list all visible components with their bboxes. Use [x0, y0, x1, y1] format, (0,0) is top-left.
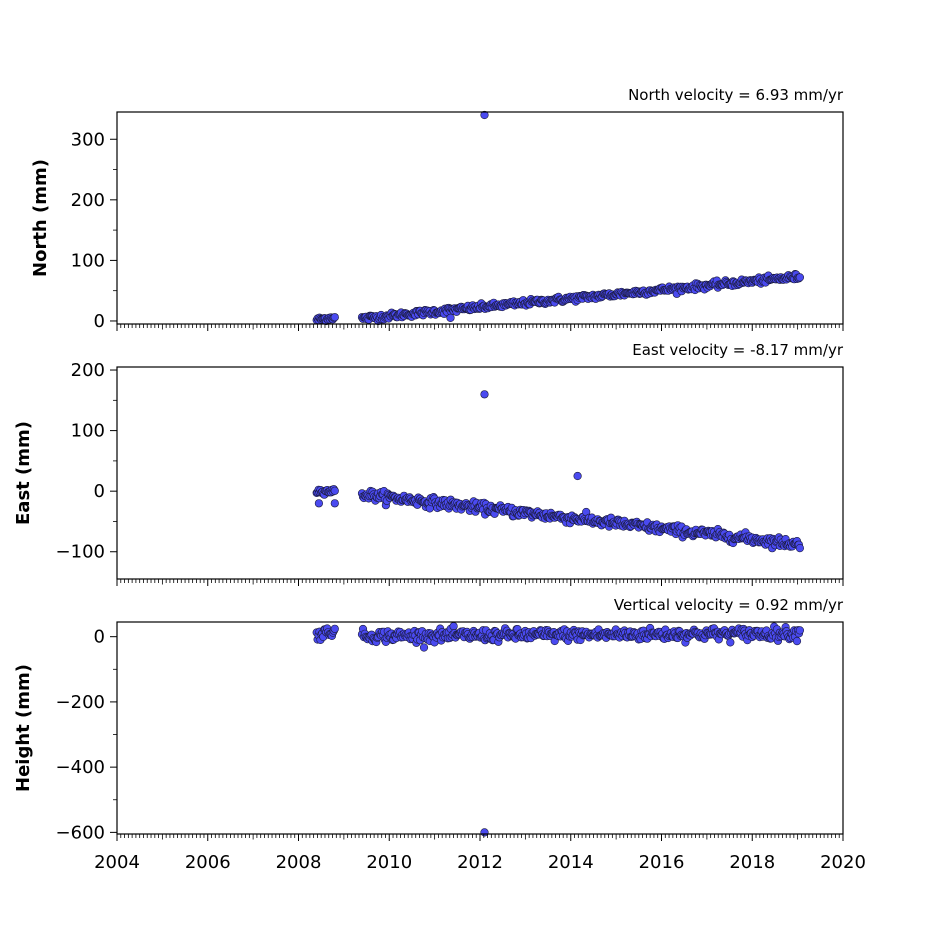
y-tick-label: 200 — [71, 190, 105, 211]
y-tick-label: 0 — [94, 481, 105, 502]
x-tick-label: 2010 — [366, 852, 412, 873]
x-tick-label: 2014 — [548, 852, 594, 873]
outlier-point — [330, 499, 339, 508]
data-points — [312, 110, 805, 326]
y-tick-label: 100 — [71, 421, 105, 442]
y-tick-label: 300 — [71, 129, 105, 150]
data-point — [795, 273, 805, 282]
subplot-3: Vertical velocity = 0.92 mm/yr Height (mm… — [13, 596, 866, 873]
outlier-point — [480, 390, 489, 399]
data-points — [312, 622, 805, 837]
y-tick-label: 100 — [71, 250, 105, 271]
y-tick-label: −200 — [56, 692, 105, 713]
velocity-annotation: Vertical velocity = 0.92 mm/yr — [614, 596, 844, 614]
y-axis-label: Height (mm) — [13, 664, 34, 792]
data-point — [795, 543, 805, 553]
outlier-point — [573, 471, 582, 481]
x-tick-label: 2008 — [276, 852, 322, 873]
data-points — [312, 390, 805, 553]
y-tick-label: −100 — [56, 542, 105, 563]
x-tick-label: 2020 — [820, 852, 866, 873]
y-axis-label: North (mm) — [30, 159, 51, 277]
subplot-1: North velocity = 6.93 mm/yr North (mm) 0 10… — [30, 86, 844, 332]
data-point — [726, 638, 735, 647]
data-point — [330, 486, 339, 495]
x-tick-label: 2016 — [639, 852, 685, 873]
x-tick-label: 2018 — [729, 852, 775, 873]
outlier-point — [480, 828, 489, 837]
velocity-annotation: East velocity = -8.17 mm/yr — [632, 341, 844, 359]
y-axis-label: East (mm) — [13, 421, 34, 525]
y-tick-label: −400 — [56, 757, 105, 778]
x-tick-label: 2012 — [457, 852, 503, 873]
axes-frame — [116, 111, 844, 325]
subplot-2: East velocity = -8.17 mm/yr East (mm) −100… — [13, 341, 844, 586]
data-point — [449, 622, 458, 631]
outlier-point — [480, 110, 489, 120]
x-tick-label: 2004 — [94, 852, 140, 873]
axes-frame — [116, 621, 844, 835]
data-point — [795, 626, 805, 635]
outlier-point — [446, 313, 455, 323]
y-tick-label: 0 — [94, 311, 105, 332]
velocity-annotation: North velocity = 6.93 mm/yr — [628, 86, 844, 104]
outlier-point — [314, 499, 324, 508]
axes-frame — [116, 366, 844, 580]
data-point — [330, 313, 339, 322]
data-point — [419, 643, 429, 652]
x-tick-label: 2006 — [185, 852, 231, 873]
y-tick-label: 0 — [94, 627, 105, 648]
data-point — [792, 636, 802, 646]
y-tick-label: 200 — [71, 360, 105, 381]
y-tick-label: −600 — [56, 822, 105, 843]
data-point — [330, 624, 339, 633]
